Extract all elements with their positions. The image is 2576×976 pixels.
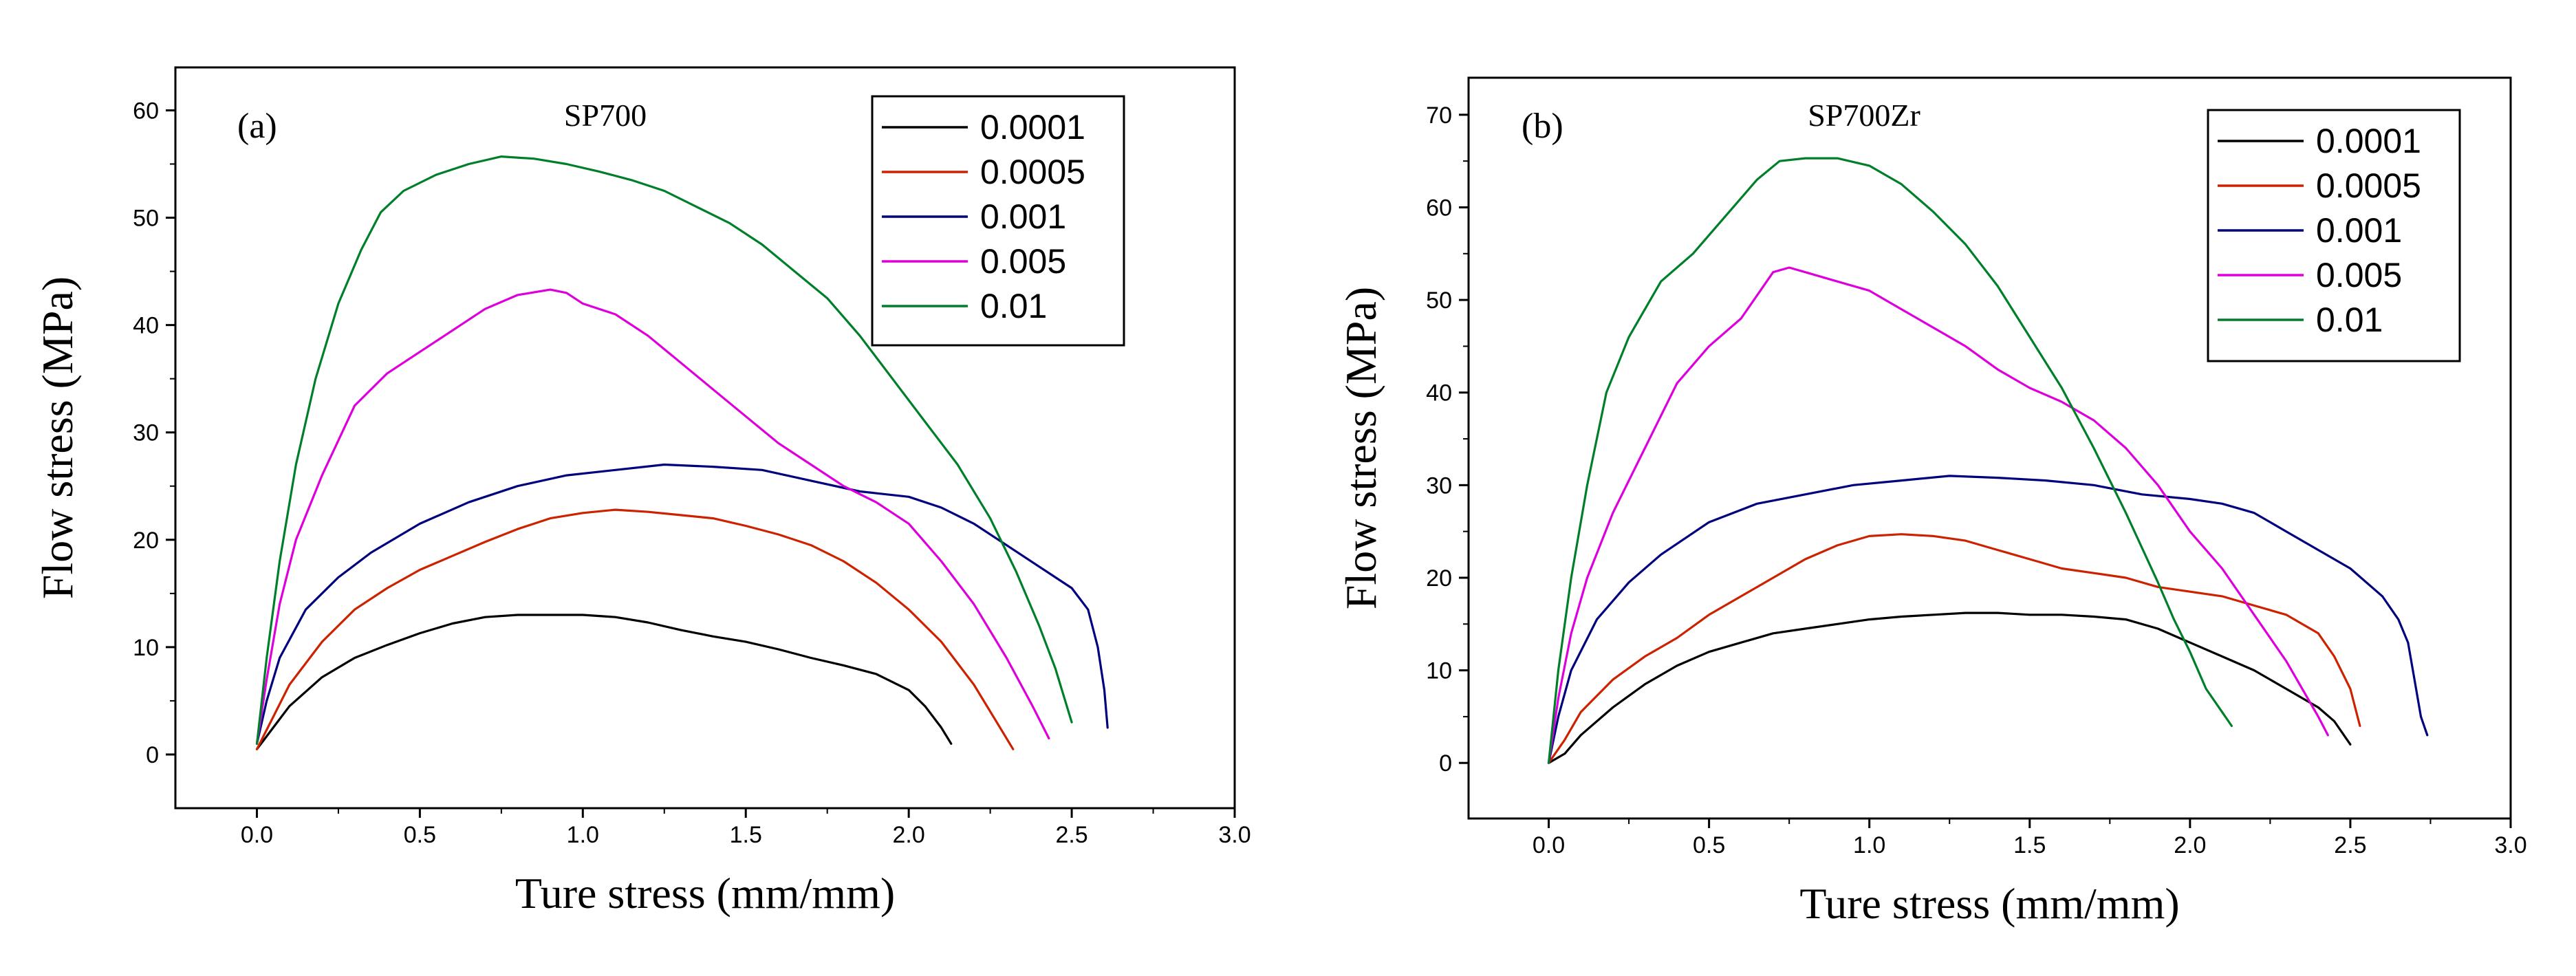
- y-tick-label: 40: [133, 313, 159, 339]
- legend: 0.0001 0.0005 0.001 0.005 0.01: [871, 95, 1125, 347]
- x-tick-label: 3.0: [2494, 832, 2526, 858]
- y-tick-label: 0: [1439, 750, 1452, 777]
- y-axis-title: Flow stress (MPa): [33, 276, 82, 599]
- y-tick-label: 20: [133, 528, 159, 554]
- series-line-0.0001: [255, 614, 953, 750]
- series-line-0.005: [255, 288, 1050, 745]
- legend-label: 0.0005: [2316, 166, 2421, 205]
- series-line-0.0001: [1547, 611, 2352, 764]
- legend-label: 0.001: [2316, 211, 2402, 250]
- panel-label: (b): [1522, 107, 1563, 146]
- legend-label: 0.0005: [980, 153, 1085, 191]
- x-tick-label: 2.0: [2174, 832, 2206, 858]
- x-tick-label: 1.5: [730, 822, 762, 848]
- series-line-0.005: [1547, 266, 2329, 764]
- y-tick-label: 60: [1426, 195, 1452, 221]
- y-axis-title: Flow stress (MPa): [1336, 287, 1385, 609]
- y-tick-label: 50: [1426, 288, 1452, 314]
- legend-label: 0.0001: [980, 108, 1085, 147]
- chart-title: SP700Zr: [1808, 98, 1920, 133]
- legend-label: 0.005: [2316, 256, 2402, 294]
- series-line-0.0005: [255, 508, 1015, 750]
- legend-label: 0.005: [980, 242, 1066, 281]
- x-tick-label: 1.0: [1853, 832, 1885, 858]
- y-tick-label: 0: [146, 742, 159, 768]
- series-line-0.01: [255, 155, 1073, 745]
- x-axis-title: Ture stress (mm/mm): [1799, 879, 2179, 928]
- plot-frame: [174, 66, 1236, 810]
- y-tick-label: 60: [133, 98, 159, 124]
- chart-title: SP700: [564, 98, 647, 133]
- series-line-0.0005: [1547, 533, 2361, 764]
- y-tick-label: 30: [1426, 473, 1452, 499]
- series-line-0.001: [1547, 475, 2429, 764]
- x-tick-label: 1.0: [567, 822, 599, 848]
- x-axis-title: Ture stress (mm/mm): [515, 869, 895, 918]
- y-tick-label: 10: [1426, 658, 1452, 684]
- panel-label: (a): [237, 107, 277, 146]
- series-line-0.001: [255, 463, 1109, 745]
- legend-label: 0.01: [2316, 301, 2383, 339]
- y-tick-label: 20: [1426, 565, 1452, 592]
- legend-label: 0.001: [980, 197, 1066, 236]
- series-line-0.01: [1547, 157, 2233, 764]
- legend-label: 0.01: [980, 287, 1047, 325]
- y-tick-label: 10: [133, 635, 159, 661]
- x-tick-label: 2.5: [1055, 822, 1087, 848]
- x-tick-label: 1.5: [2013, 832, 2046, 858]
- legend: 0.0001 0.0005 0.001 0.005 0.01: [2207, 109, 2461, 362]
- y-tick-label: 40: [1426, 380, 1452, 406]
- x-tick-label: 0.0: [1533, 832, 1565, 858]
- legend-label: 0.0001: [2316, 122, 2421, 160]
- chart-panel-b: 0.0 0.5 1.0 1.5 2.0 2.5 3.0 0 10 20 30 40 50 60 70 (b) S…: [1336, 76, 2527, 928]
- x-tick-label: 2.0: [893, 822, 925, 848]
- y-tick-label: 50: [133, 206, 159, 232]
- x-tick-label: 2.5: [2334, 832, 2366, 858]
- legend-box: [871, 95, 1125, 347]
- x-tick-label: 0.5: [1693, 832, 1725, 858]
- y-tick-label: 30: [133, 420, 159, 446]
- plot-frame: [1467, 76, 2512, 820]
- chart-panel-a: 0.0 0.5 1.0 1.5 2.0 2.5 3.0 0 10 20 30 40 50 60 (a) SP7…: [33, 66, 1251, 918]
- y-tick-label: 70: [1426, 102, 1452, 129]
- x-tick-label: 3.0: [1218, 822, 1251, 848]
- x-tick-label: 0.5: [404, 822, 436, 848]
- x-tick-label: 0.0: [241, 822, 273, 848]
